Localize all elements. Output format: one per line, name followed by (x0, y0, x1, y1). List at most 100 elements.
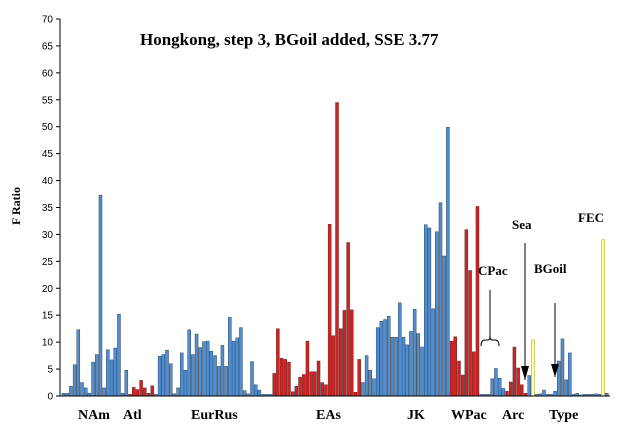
bar (342, 310, 347, 397)
bar (135, 389, 140, 397)
bar (276, 328, 280, 397)
y-tick-label: 45 (42, 149, 54, 160)
region-label-eurrus: EurRus (191, 408, 238, 423)
bar (512, 346, 517, 397)
y-tick-label: 60 (42, 68, 54, 79)
bar (490, 378, 494, 397)
bar (294, 386, 299, 397)
bar (209, 351, 214, 397)
bar (91, 361, 95, 397)
bar (335, 102, 339, 397)
bar (72, 364, 77, 397)
bar (80, 382, 84, 397)
bar (431, 308, 435, 397)
bar (460, 374, 465, 397)
bar (364, 355, 369, 397)
bar (168, 363, 173, 397)
bar (564, 379, 568, 397)
bar (302, 374, 306, 397)
y-tick-label: 5 (47, 365, 53, 376)
bar (309, 371, 313, 397)
bar (350, 309, 354, 397)
region-label-wpac: WPac (451, 408, 487, 423)
annotation-cpac: CPac (478, 263, 508, 278)
bar (416, 333, 421, 397)
bar (472, 351, 476, 397)
y-tick-label: 35 (42, 203, 54, 214)
bar (161, 354, 166, 397)
bar (357, 359, 361, 397)
y-axis-label: F Ratio (9, 187, 23, 225)
bar (143, 387, 147, 397)
bar (157, 355, 162, 397)
bar (409, 331, 413, 397)
y-tick-label: 50 (42, 122, 54, 133)
bar (165, 350, 169, 397)
chart-title: Hongkong, step 3, BGoil added, SSE 3.77 (140, 30, 439, 49)
bar (187, 329, 191, 397)
bar (220, 345, 225, 397)
region-label-jk: JK (407, 408, 425, 423)
bar (257, 389, 262, 397)
bar (327, 223, 332, 397)
bar (191, 354, 195, 397)
bar (76, 329, 81, 397)
y-axis-ticks: 0 5 10 15 20 25 30 35 40 45 50 55 60 65 70 (42, 15, 60, 403)
bar (383, 319, 387, 397)
bar (568, 352, 572, 397)
bar (113, 347, 117, 397)
bar (217, 366, 221, 397)
bar (390, 337, 395, 397)
annotation-fec: FEC (578, 210, 604, 225)
bar (150, 385, 154, 397)
y-tick-label: 70 (42, 15, 54, 26)
bar (316, 360, 321, 397)
bar (194, 333, 199, 397)
bar (279, 358, 284, 397)
y-tick-label: 30 (42, 230, 54, 241)
bar (531, 339, 535, 397)
bgoil-arrowhead (551, 364, 559, 377)
y-tick-label: 25 (42, 257, 54, 268)
y-tick-label: 40 (42, 176, 54, 187)
bar (353, 392, 358, 397)
bar (379, 320, 384, 397)
bar (542, 389, 546, 397)
annotation-sea: Sea (512, 217, 532, 232)
bar (560, 338, 565, 397)
bar (516, 367, 520, 397)
bar (435, 231, 439, 397)
bar (468, 270, 472, 397)
bar (106, 349, 110, 397)
bar (117, 313, 121, 397)
bar (398, 302, 402, 397)
bar (553, 390, 557, 397)
bar (464, 229, 469, 397)
bar (601, 239, 605, 397)
bar (69, 386, 73, 397)
y-tick-label: 65 (42, 41, 54, 52)
bar (505, 390, 509, 397)
y-tick-label: 10 (42, 338, 54, 349)
bar (290, 391, 295, 397)
bar (202, 341, 206, 397)
bar (497, 378, 502, 397)
bar (475, 206, 480, 397)
region-label-atl: Atl (123, 408, 142, 423)
bar (412, 309, 417, 397)
bar (205, 340, 210, 397)
bar (83, 387, 88, 397)
bar (235, 337, 239, 397)
y-tick-label: 0 (47, 392, 53, 403)
bar (231, 340, 236, 397)
bar (331, 335, 336, 397)
bar (375, 327, 380, 397)
bar (198, 347, 202, 397)
bar (520, 384, 524, 397)
bar (424, 224, 428, 397)
y-tick-label: 15 (42, 311, 54, 322)
bar (242, 390, 247, 397)
bar (324, 384, 328, 397)
bar (250, 361, 254, 397)
bar (442, 255, 446, 397)
